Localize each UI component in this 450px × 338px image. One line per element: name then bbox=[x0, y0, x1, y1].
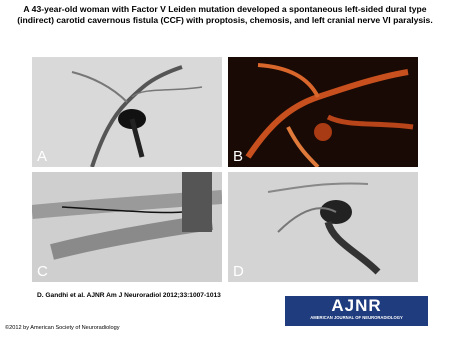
image-panel: D bbox=[228, 172, 418, 282]
panel-label: B bbox=[233, 148, 244, 165]
angiogram bbox=[32, 172, 222, 260]
image-panel: A bbox=[32, 57, 222, 167]
image-panel: C bbox=[32, 172, 222, 282]
panel-label: A bbox=[37, 148, 48, 165]
copyright: ©2012 by American Society of Neuroradiol… bbox=[5, 325, 120, 331]
journal-logo: AJNR AMERICAN JOURNAL OF NEURORADIOLOGY bbox=[285, 296, 428, 326]
angiogram bbox=[71, 65, 203, 167]
slide-title: A 43-year-old woman with Factor V Leiden… bbox=[17, 4, 433, 25]
angiogram bbox=[267, 182, 381, 275]
citation: D. Gandhi et al. AJNR Am J Neuroradiol 2… bbox=[37, 292, 221, 299]
panel-label: C bbox=[37, 263, 48, 280]
panel-label: D bbox=[233, 263, 244, 280]
logo-name: AJNR bbox=[331, 296, 382, 315]
logo-subtitle: AMERICAN JOURNAL OF NEURORADIOLOGY bbox=[310, 315, 403, 320]
rendering-3d bbox=[245, 63, 414, 167]
image-panel: B bbox=[228, 57, 418, 167]
